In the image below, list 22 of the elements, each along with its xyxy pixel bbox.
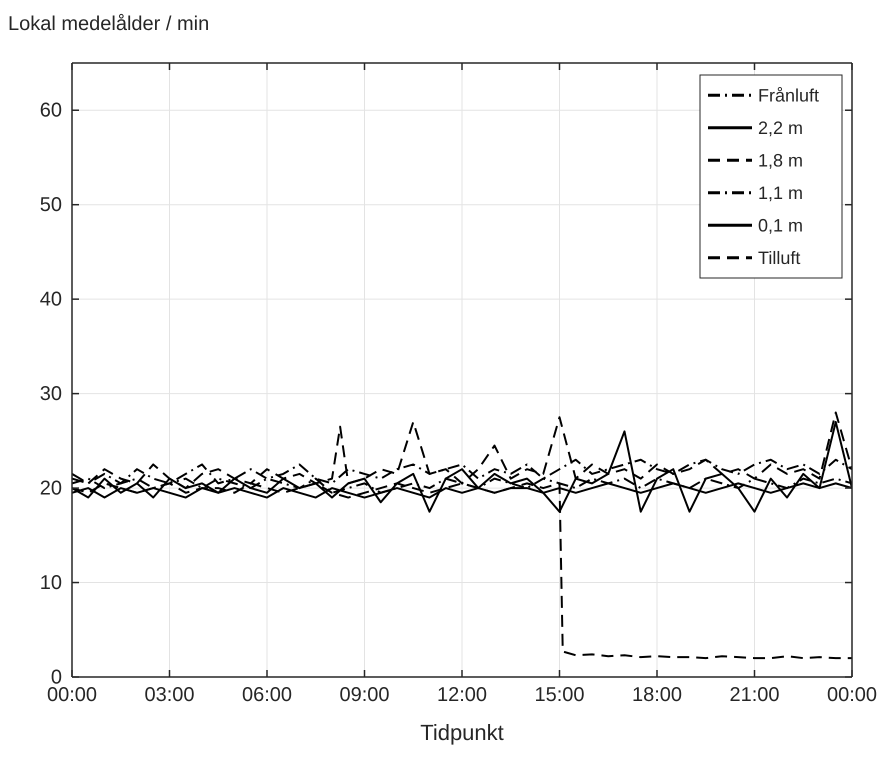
- y-tick-label: 50: [40, 194, 62, 216]
- y-tick-label: 30: [40, 383, 62, 406]
- x-tick-label: 03:00: [144, 684, 195, 706]
- x-tick-label: 00:00: [826, 684, 878, 706]
- x-tick-label: 06:00: [242, 684, 292, 706]
- legend-label: 0,1 m: [758, 215, 804, 236]
- x-tick-label: 12:00: [436, 684, 488, 706]
- legend-label: 1,8 m: [758, 150, 804, 170]
- x-axis-title: Tidpunkt: [420, 720, 504, 745]
- y-tick-label: 40: [40, 288, 62, 311]
- x-tick-label: 18:00: [632, 684, 682, 706]
- x-tick-label: 09:00: [339, 684, 390, 706]
- legend-label: Tilluft: [758, 248, 800, 268]
- y-tick-label: 20: [40, 477, 62, 500]
- y-tick-label: 10: [40, 572, 62, 594]
- x-tick-label: 21:00: [729, 684, 780, 706]
- y-tick-label: 60: [40, 100, 62, 122]
- legend-label: Frånluft: [758, 85, 820, 106]
- legend-label: 2,2 m: [758, 118, 804, 138]
- x-tick-label: 15:00: [534, 684, 585, 706]
- y-axis-title: Lokal medelålder / min: [8, 13, 210, 35]
- legend-label: 1,1 m: [758, 182, 804, 203]
